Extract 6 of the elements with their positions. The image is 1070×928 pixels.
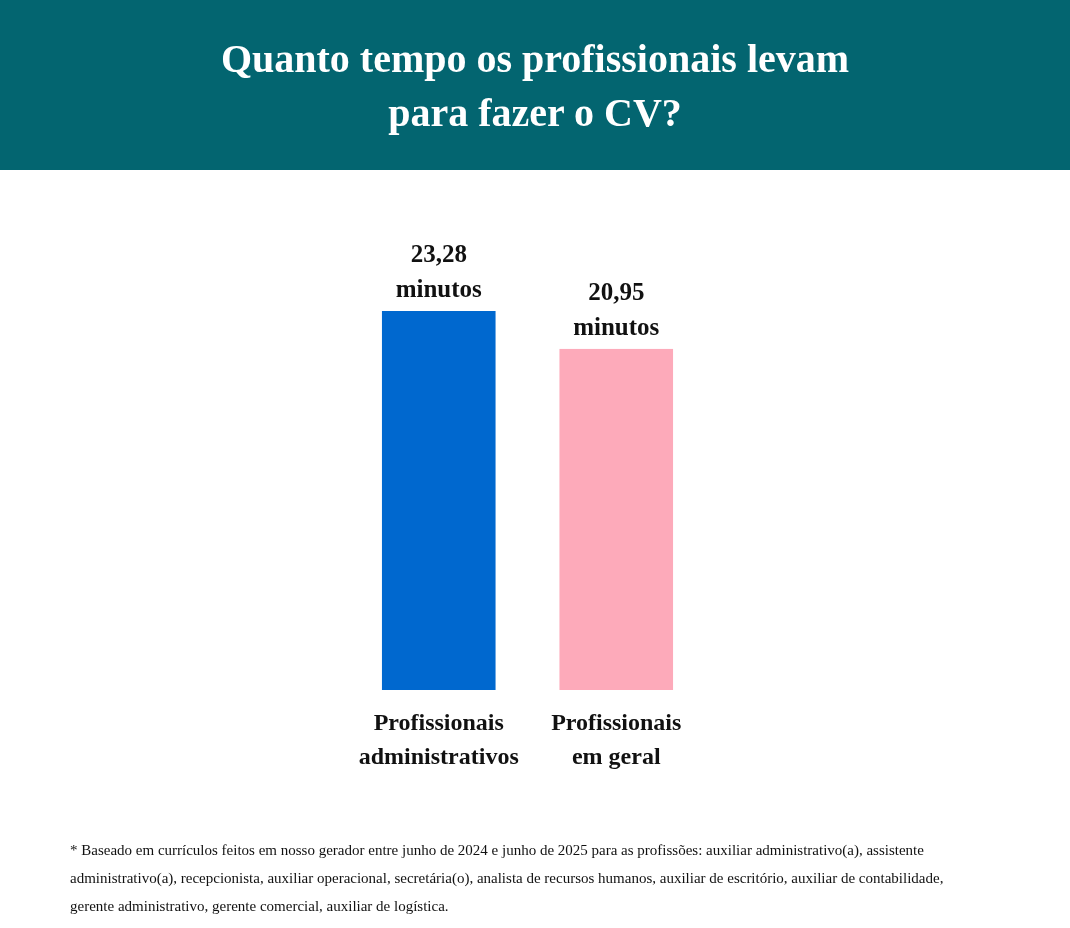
data-label: 23,28 minutos (395, 240, 483, 302)
text: * Baseado em currículos feitos em nosso gerador entre junho de 2024 e junho de 2025 para as profissões: auxiliar administrativo(a), assistente administrativo(a), recepcionista, auxiliar operacional, secretária(o), analista de recursos humanos, auxiliar de escritório, auxiliar de contabilidade, gerente administrativo, gerente comercial, auxiliar de logística. (70, 842, 944, 914)
x-tick-label: Profissionais em geral (551, 709, 682, 769)
x-tick-label: Profissionais administrativos (358, 709, 519, 769)
data-label: 20,95 minutos (573, 277, 660, 340)
chart-title: Quanto tempo os profissionais levam para fazer o CV? (220, 36, 850, 135)
